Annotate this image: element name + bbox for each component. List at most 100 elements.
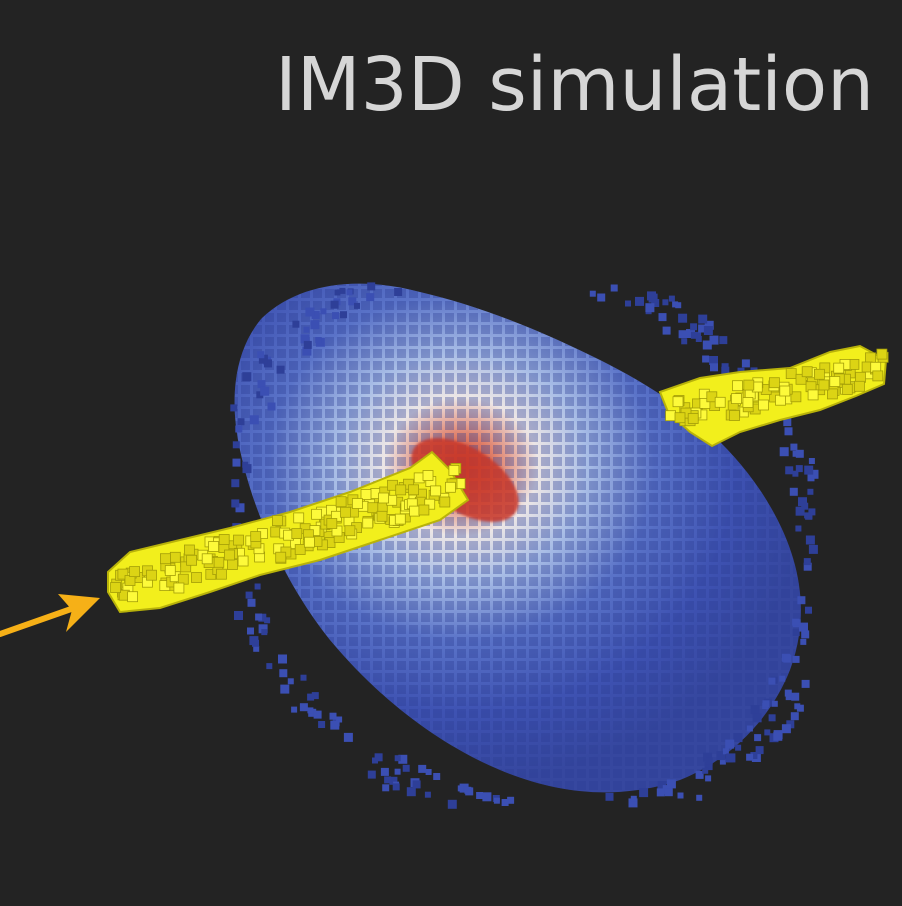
cloud-voxel <box>464 786 472 794</box>
track-voxel <box>422 470 434 481</box>
track-voxel <box>124 575 136 586</box>
cloud-voxel <box>589 290 596 297</box>
cloud-voxel <box>253 645 260 652</box>
cloud-voxel <box>332 312 339 320</box>
cloud-voxel <box>459 783 469 793</box>
track-voxel <box>841 383 853 395</box>
cloud-voxel <box>755 746 764 755</box>
cloud-voxel <box>300 334 310 344</box>
cloud-voxel <box>710 363 718 372</box>
track-voxel <box>674 412 686 424</box>
track-voxel <box>326 518 338 529</box>
cloud-voxel <box>703 752 713 762</box>
cloud-voxel <box>702 767 709 774</box>
cloud-voxel <box>657 781 667 790</box>
track-voxel <box>706 391 718 403</box>
cloud-voxel <box>698 314 708 324</box>
cloud-voxel <box>276 365 285 374</box>
cloud-voxel <box>808 458 815 464</box>
ion-track-exit-voxels <box>665 348 889 427</box>
cloud-voxel <box>801 679 810 688</box>
track-voxel <box>237 555 249 567</box>
cloud-voxel <box>232 441 240 449</box>
cloud-voxel <box>801 502 809 510</box>
cloud-voxel <box>287 678 294 685</box>
track-voxel <box>795 373 807 385</box>
track-voxel <box>865 352 876 364</box>
cloud-voxel <box>795 465 803 473</box>
cloud-voxel <box>681 338 688 345</box>
cloud-voxel <box>795 506 805 516</box>
cloud-voxel <box>768 714 776 722</box>
track-voxel <box>271 515 283 526</box>
cloud-voxel <box>247 627 254 635</box>
ion-track-exit <box>658 344 889 448</box>
cloud-voxel <box>678 313 688 323</box>
cloud-voxel <box>254 583 261 590</box>
cloud-voxel <box>656 788 665 797</box>
cloud-voxel <box>367 282 376 291</box>
cloud-voxel <box>300 674 307 681</box>
cloud-voxel <box>258 624 268 634</box>
cloud-voxel <box>507 796 515 804</box>
cloud-voxel <box>750 752 758 759</box>
damage-cloud-texture <box>234 283 801 793</box>
cloud-voxel <box>380 767 389 776</box>
cloud-voxel <box>698 324 707 333</box>
cloud-voxel <box>719 336 728 345</box>
cloud-voxel <box>686 329 695 338</box>
cloud-voxel <box>804 512 811 519</box>
track-voxel <box>814 368 825 380</box>
cloud-voxel <box>302 346 312 356</box>
cloud-voxel <box>781 724 791 734</box>
cloud-voxel <box>725 739 735 749</box>
cloud-voxel <box>343 732 353 742</box>
cloud-voxel <box>394 288 403 296</box>
cloud-voxel <box>605 792 614 801</box>
cloud-voxel <box>722 748 729 755</box>
cloud-voxel <box>310 320 320 330</box>
track-voxel <box>218 534 230 545</box>
cloud-voxel <box>677 792 684 799</box>
cloud-voxel <box>754 734 762 742</box>
track-voxel <box>827 388 838 400</box>
cloud-voxel <box>783 418 792 427</box>
cloud-voxel <box>803 562 812 571</box>
track-voxel <box>731 393 742 405</box>
cloud-voxel <box>741 359 750 368</box>
cloud-voxel <box>320 308 327 315</box>
cloud-voxel <box>805 606 812 614</box>
cloud-voxel <box>249 415 259 425</box>
track-voxel <box>732 380 743 392</box>
cloud-voxel <box>798 497 807 507</box>
cloud-voxel <box>799 622 808 632</box>
cloud-voxel <box>690 323 698 331</box>
cloud-voxel <box>231 499 240 508</box>
cloud-voxel <box>785 694 792 701</box>
cloud-voxel <box>278 654 287 664</box>
track-voxel <box>854 380 865 392</box>
cloud-voxel <box>394 755 401 762</box>
cloud-voxel <box>457 785 464 792</box>
cloud-voxel <box>264 617 271 624</box>
cloud-voxel <box>261 629 268 636</box>
track-voxel <box>376 510 388 522</box>
cloud-voxel <box>257 380 266 389</box>
track-voxel <box>169 551 181 563</box>
cloud-voxel <box>234 611 243 620</box>
cloud-voxel <box>247 598 256 607</box>
cloud-voxel <box>792 618 800 626</box>
cloud-voxel <box>318 721 326 728</box>
cloud-voxel <box>255 613 263 621</box>
track-voxel <box>186 554 198 566</box>
track-voxel <box>818 379 830 391</box>
track-voxel <box>311 508 323 520</box>
incident-arrow-shaft <box>0 605 77 637</box>
cloud-voxel <box>785 466 794 475</box>
track-voxel <box>146 569 157 581</box>
track-voxel <box>785 368 797 380</box>
cloud-voxel <box>784 689 792 697</box>
cloud-voxel <box>394 768 401 775</box>
track-voxel <box>742 397 754 408</box>
